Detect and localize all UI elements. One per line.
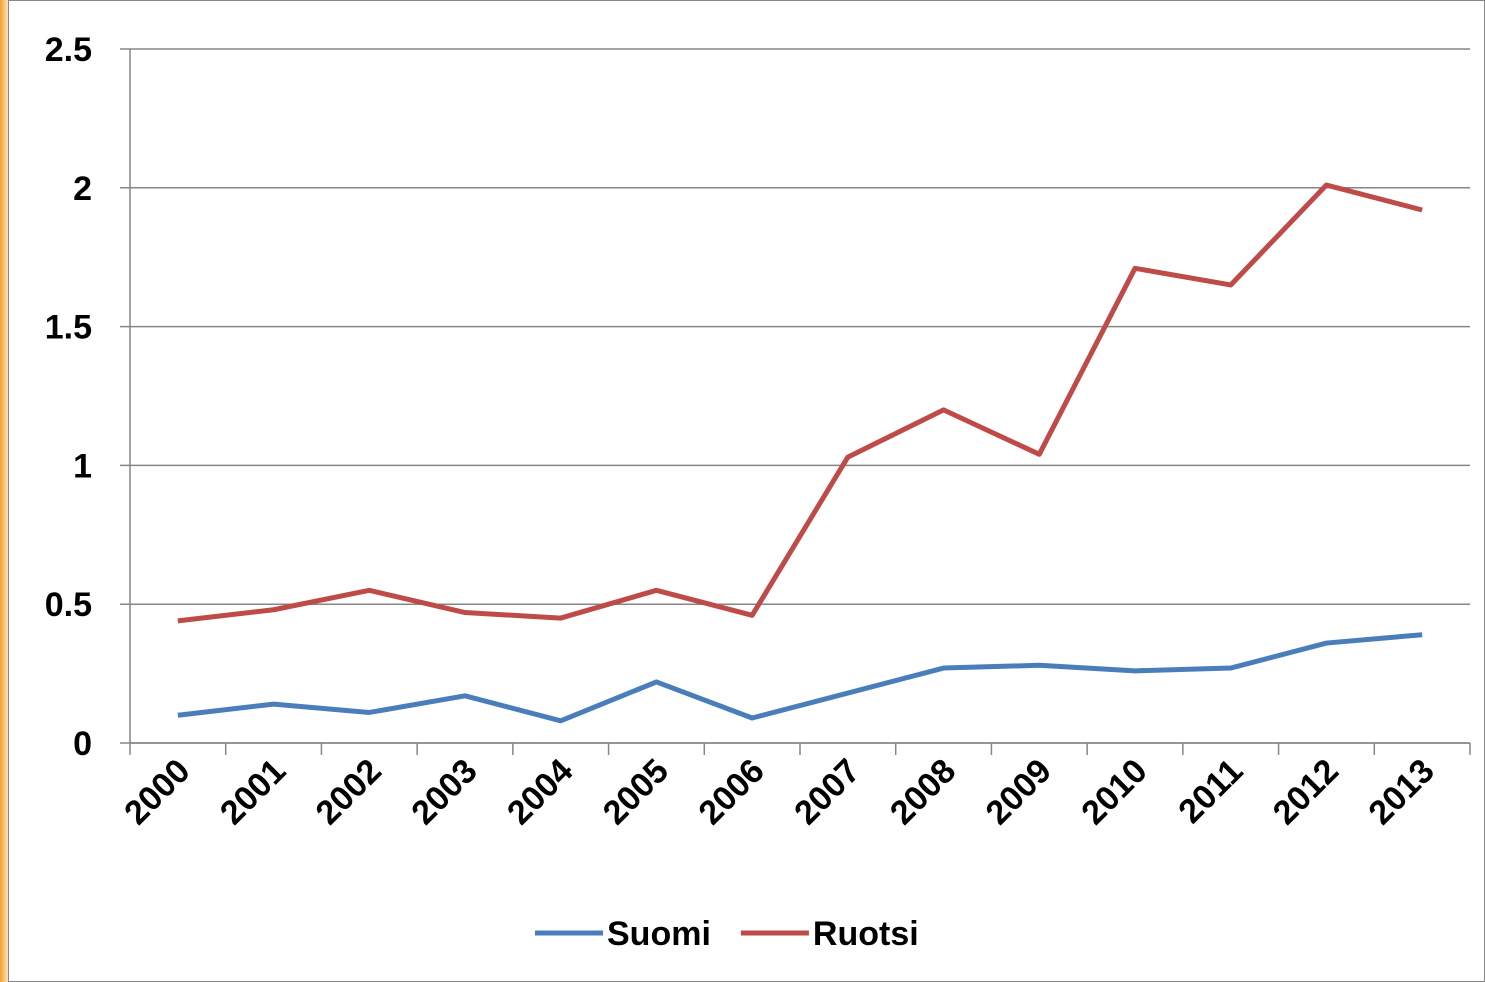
x-tick-label: 2007 [787,752,867,832]
y-tick-label: 0.5 [45,586,92,624]
series-line [177,632,1423,724]
legend-label: Suomi [607,915,711,953]
x-tick-label: 2004 [500,752,580,832]
x-tick-label: 2013 [1361,752,1441,832]
legend-label: Ruotsi [813,915,919,953]
y-tick-label: 1.5 [45,309,92,347]
y-tick-label: 0 [73,725,92,763]
series-line [177,182,1423,624]
x-tick-label: 2002 [309,752,389,832]
x-tick-label: 2001 [213,752,293,832]
x-tick-label: 2011 [1171,752,1250,831]
y-tick-label: 2 [73,170,92,208]
frame [8,0,1485,982]
x-tick-label: 2000 [117,752,197,832]
x-tick-label: 2012 [1266,752,1346,832]
y-tick-label: 1 [73,447,92,485]
x-tick-label: 2005 [596,752,676,832]
side-strip [0,0,8,982]
x-tick-label: 2003 [404,752,484,832]
x-tick-label: 2009 [979,752,1059,832]
x-tick-label: 2008 [883,752,963,832]
x-tick-label: 2010 [1074,752,1154,832]
y-tick-label: 2.5 [45,31,92,69]
x-tick-label: 2006 [691,752,771,832]
